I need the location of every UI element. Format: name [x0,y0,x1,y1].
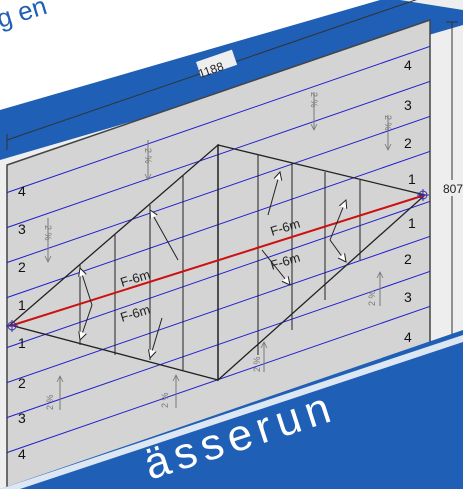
contour-number: 1 [408,171,416,187]
ridge-line [9,194,426,327]
slope-label: 2 % [309,92,319,108]
slope-label: 2 % [367,290,377,306]
contour-number: 3 [404,289,412,305]
contour-number: 3 [18,410,26,426]
slope-label: 2 % [45,394,55,410]
slope-label: 2 % [383,115,393,131]
slope-indicator: 2 % [160,375,176,408]
right-funnel [217,144,427,382]
contour-number: 2 [18,375,26,391]
contour-number: 1 [408,215,416,231]
width-dimension-label-bg [196,49,238,78]
slope-label: 2 % [160,392,170,408]
contour-number: 4 [404,329,412,345]
slope-label: 2 % [143,148,153,164]
height-dimension-label-bg [440,180,463,196]
slope-indicator: 2 % [43,218,53,262]
drain-right-marker [417,189,429,201]
contour-numbers-right: 4 3 2 1 1 2 3 4 [404,57,416,345]
slope-indicator: 2 % [309,92,319,130]
contour-number: 1 [18,297,26,313]
slope-indicator: 2 % [143,140,153,180]
slope-label: 2 % [252,356,262,372]
flow-arrows [80,172,346,358]
slope-indicator: 2 % [367,272,380,306]
contour-number: 2 [404,135,412,151]
drain-left-marker [6,320,18,332]
contour-number: 3 [18,221,26,237]
slope-indicators: 2 % 2 % 2 % 2 % 2 % 2 % 2 % 2 % [43,92,393,410]
contour-number: 1 [18,335,26,351]
contour-number: 2 [18,259,26,275]
contour-lines [7,34,430,456]
slope-indicator: 2 % [45,376,60,410]
slope-indicator: 2 % [252,342,264,372]
top-banner: g en [0,0,463,160]
slope-indicator: 2 % [383,115,393,150]
height-dimension-label: 807 [443,182,463,196]
drainage-funnels [8,143,427,382]
contour-number: 4 [18,183,26,199]
contour-number: 4 [404,57,412,73]
contour-number: 4 [18,446,26,462]
contour-number: 3 [404,97,412,113]
contour-number: 2 [404,251,412,267]
slope-label: 2 % [43,225,53,241]
contour-numbers-left: 4 3 2 1 1 2 3 4 [18,183,26,462]
